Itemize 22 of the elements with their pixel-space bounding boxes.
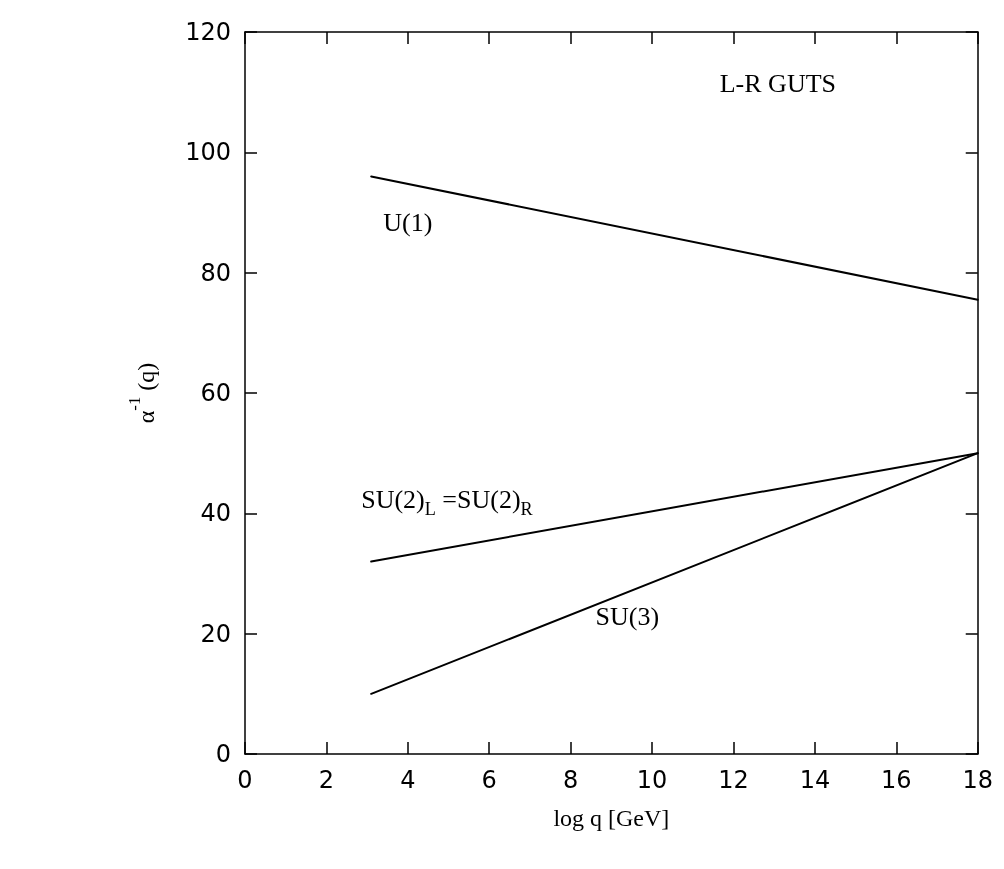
y-tick-label: 120 [185, 18, 231, 46]
y-tick-label: 100 [185, 138, 231, 167]
x-tick-label: 10 [636, 766, 668, 794]
annotation: L-R GUTS [719, 68, 836, 98]
y-tick-label: 0 [215, 740, 231, 768]
x-tick-label: 6 [481, 766, 497, 794]
y-tick-label: 20 [200, 619, 231, 648]
series-label: U(1) [383, 208, 433, 238]
x-tick-label: 8 [563, 766, 579, 794]
y-tick-label: 60 [200, 379, 231, 407]
x-tick-label: 2 [318, 766, 335, 794]
y-tick-label: 80 [200, 258, 231, 287]
series-label: SU(3) [595, 602, 660, 632]
x-tick-label: 12 [718, 766, 749, 794]
x-tick-label: 14 [799, 766, 831, 794]
x-tick-label: 4 [400, 766, 416, 794]
x-tick-label: 18 [962, 766, 993, 794]
x-tick-label: 16 [881, 766, 912, 794]
y-axis-title: α-1 (q) [125, 362, 159, 424]
x-tick-label: 0 [237, 766, 253, 794]
x-axis-title: log q [GeV] [553, 805, 670, 831]
y-tick-label: 40 [200, 499, 231, 528]
